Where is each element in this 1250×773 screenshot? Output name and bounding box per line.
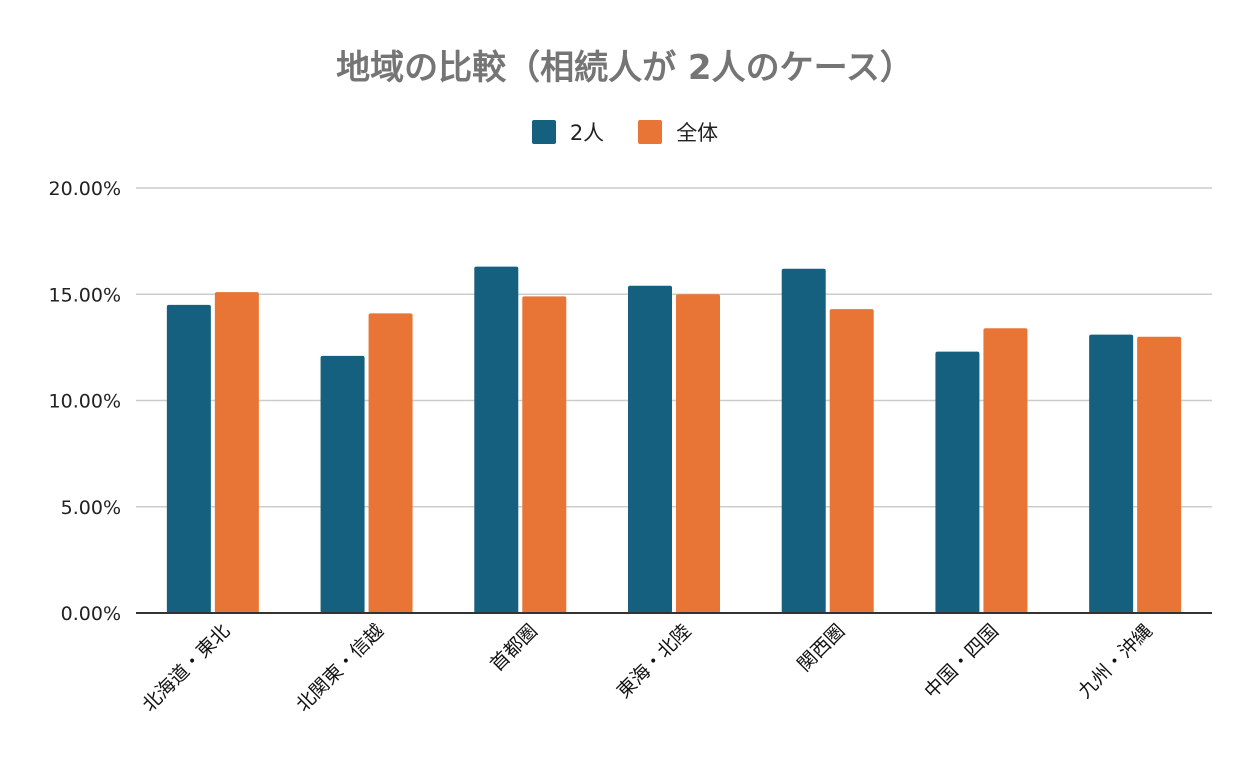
- x-category-label: 中国・四国: [920, 620, 1003, 703]
- x-category-label: 首都圏: [486, 620, 542, 676]
- bar-series-1: [935, 351, 980, 613]
- y-tick-label: 5.00%: [61, 497, 121, 519]
- bar-series-2: [676, 294, 720, 613]
- bar-series-1: [628, 285, 672, 613]
- bar-series-2: [983, 328, 1028, 613]
- bar-series-2: [829, 309, 874, 613]
- x-category-label: 東海・北陸: [613, 620, 696, 703]
- bar-series-1: [320, 355, 365, 613]
- x-category-label: 北海道・東北: [138, 620, 234, 716]
- bar-series-2: [214, 292, 259, 613]
- x-category-label: 北関東・信越: [292, 620, 388, 716]
- legend: 2人 全体: [0, 117, 1250, 147]
- bar-series-2: [1137, 336, 1182, 613]
- x-category-label: 関西圏: [793, 620, 849, 676]
- legend-swatch-series-2: [638, 120, 663, 144]
- legend-label-series-2: 全体: [676, 121, 719, 145]
- x-category-label: 九州・沖縄: [1074, 620, 1157, 703]
- legend-swatch-series-1: [531, 120, 556, 144]
- legend-item-series-1: 2人: [531, 117, 605, 147]
- bar-series-2: [522, 296, 567, 613]
- bar-series-1: [474, 266, 519, 613]
- y-tick-label: 0.00%: [61, 603, 121, 625]
- bar-series-1: [166, 304, 211, 613]
- y-tick-label: 15.00%: [49, 284, 121, 306]
- y-tick-label: 10.00%: [49, 391, 121, 413]
- legend-item-series-2: 全体: [638, 117, 718, 147]
- legend-label-series-1: 2人: [569, 121, 605, 145]
- bar-series-1: [1089, 334, 1134, 613]
- chart-title: 地域の比較（相続人が 2人のケース）: [336, 48, 914, 88]
- bar-series-2: [368, 313, 413, 613]
- y-tick-label: 20.00%: [49, 178, 121, 200]
- bar-series-1: [781, 268, 826, 613]
